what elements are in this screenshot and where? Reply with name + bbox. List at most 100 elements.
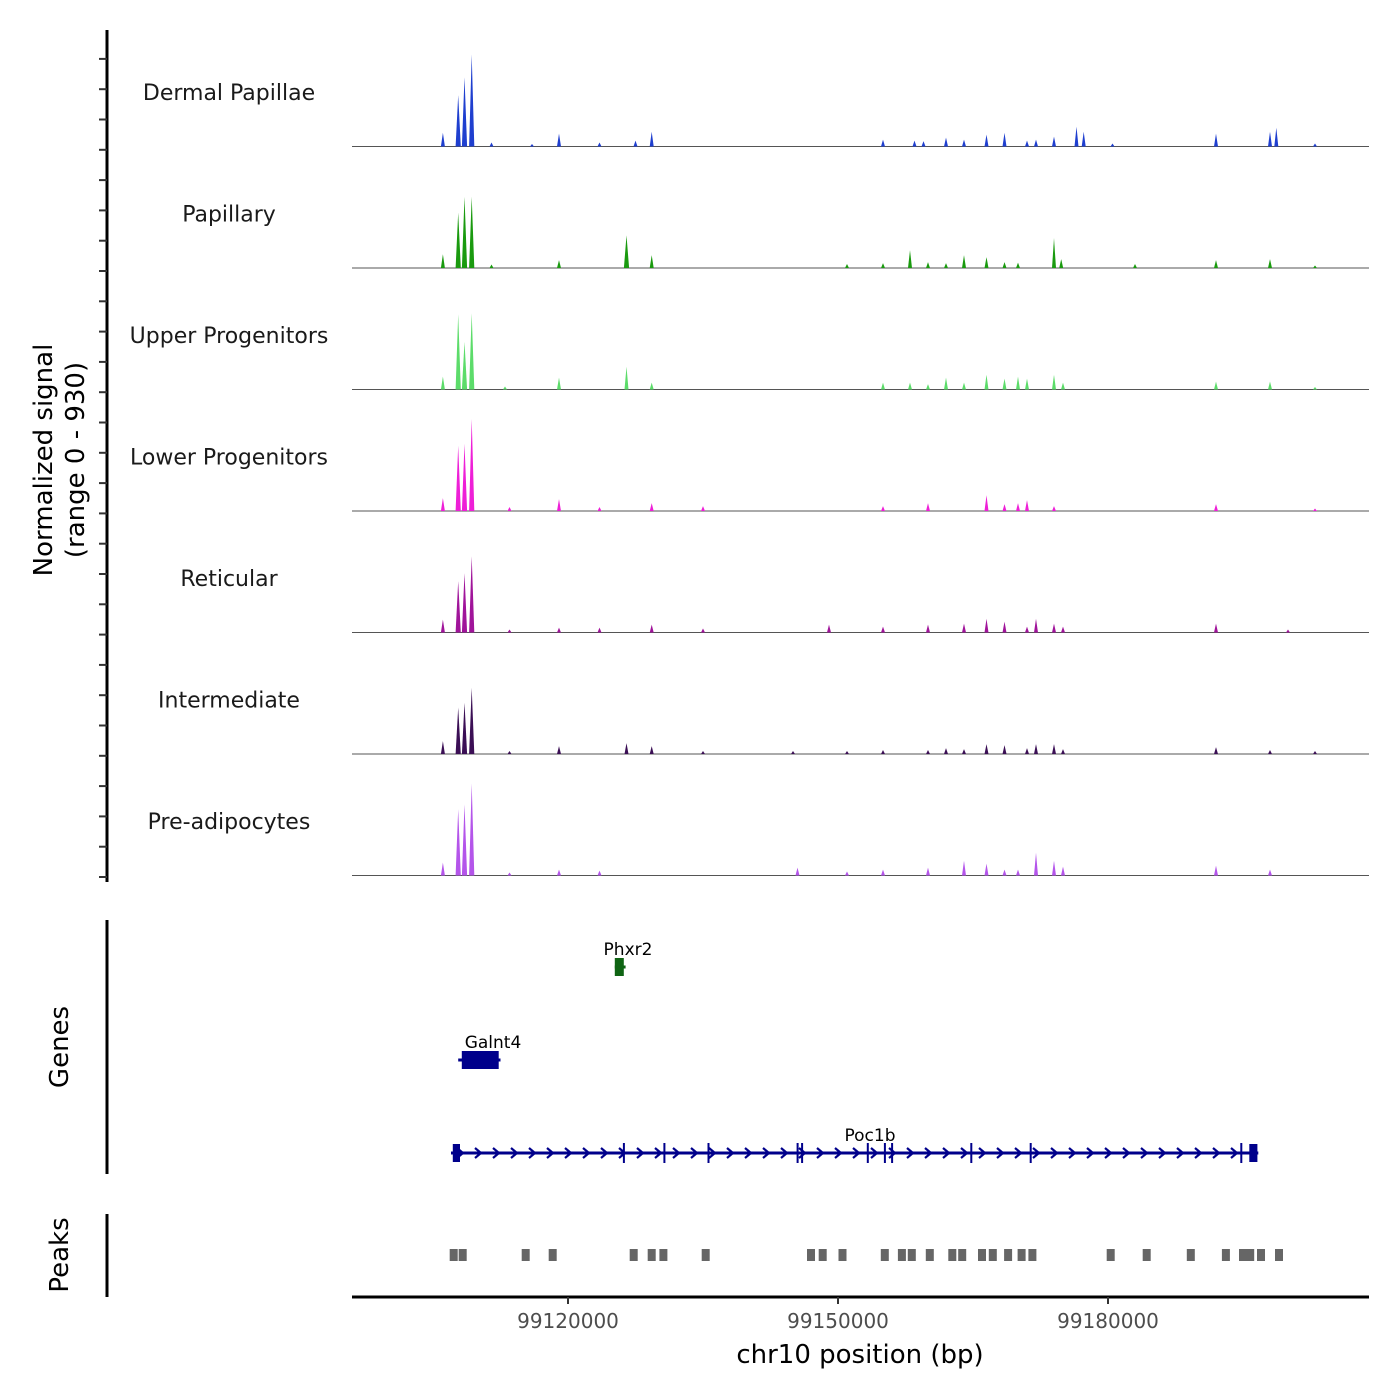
signal-peak xyxy=(926,750,930,754)
signal-peak xyxy=(507,629,512,633)
signal-peak xyxy=(845,871,849,876)
signal-peak xyxy=(1214,133,1218,147)
strand-arrow xyxy=(744,1147,753,1159)
signal-peak xyxy=(557,499,561,511)
signal-peak xyxy=(1052,744,1056,754)
signal-peak xyxy=(1110,143,1115,147)
signal-peak xyxy=(461,702,468,754)
gene-exon xyxy=(1240,1143,1243,1163)
signal-peak xyxy=(557,627,561,633)
strand-arrow xyxy=(636,1147,645,1159)
signal-peak xyxy=(962,382,966,390)
gene-exon xyxy=(796,1143,799,1163)
signal-peak xyxy=(440,862,445,876)
signal-peak xyxy=(984,257,989,268)
peak-region xyxy=(1017,1249,1026,1261)
strand-arrow xyxy=(492,1147,501,1159)
peak-region xyxy=(978,1249,986,1261)
signal-track xyxy=(352,54,1369,147)
signal-peak xyxy=(1286,629,1290,633)
signal-peak xyxy=(649,624,654,633)
signal-peak xyxy=(701,628,705,633)
signal-peak xyxy=(1002,504,1007,511)
gene-exon xyxy=(663,1143,666,1163)
gene-model: Poc1b xyxy=(451,1126,1259,1163)
gene-model: Phxr2 xyxy=(604,940,653,976)
signal-peak xyxy=(557,746,561,754)
signal-peak xyxy=(455,809,461,876)
signal-peak xyxy=(455,314,461,390)
signal-peak xyxy=(1268,750,1272,754)
signal-peak xyxy=(1214,504,1218,511)
peak-region xyxy=(1142,1249,1151,1261)
signal-peak xyxy=(461,804,468,876)
signal-peak xyxy=(1034,139,1038,147)
signal-peak xyxy=(1214,747,1218,754)
signal-peak xyxy=(440,741,445,754)
signal-peak xyxy=(984,134,989,147)
signal-peak xyxy=(1074,126,1079,147)
strand-arrow xyxy=(582,1147,591,1159)
signal-peak xyxy=(469,783,475,876)
signal-track xyxy=(352,313,1369,390)
genes-panel-title: Genes xyxy=(45,1006,75,1088)
signal-peak xyxy=(791,751,795,754)
signal-peak xyxy=(944,748,948,754)
signal-peak xyxy=(633,140,638,147)
gene-exon xyxy=(883,1143,886,1163)
strand-arrow xyxy=(942,1147,951,1159)
strand-arrow xyxy=(870,1147,879,1159)
peak-region xyxy=(948,1249,957,1261)
signal-peak xyxy=(881,139,885,147)
gene-exon xyxy=(622,1143,625,1163)
signal-peak xyxy=(701,751,705,754)
x-axis-title: chr10 position (bp) xyxy=(736,1340,983,1370)
signal-peak xyxy=(597,627,602,633)
y-axis-title: Normalized signal xyxy=(29,344,59,577)
gene-exon xyxy=(707,1143,710,1163)
signal-peak xyxy=(1016,503,1020,511)
peak-region xyxy=(647,1249,656,1261)
signal-peak xyxy=(1016,376,1020,390)
signal-peak xyxy=(469,196,475,268)
signal-peak xyxy=(1268,131,1272,147)
signal-peak xyxy=(455,212,461,268)
strand-arrow xyxy=(1014,1147,1023,1159)
signal-peak xyxy=(701,506,705,511)
signal-peak xyxy=(926,384,930,390)
peak-region xyxy=(907,1249,916,1261)
signal-peak xyxy=(489,142,494,147)
peak-region xyxy=(1028,1249,1037,1261)
signal-peak xyxy=(1268,869,1272,876)
signal-peak xyxy=(1268,381,1272,390)
signal-peak xyxy=(1016,262,1020,268)
strand-arrow xyxy=(978,1147,987,1159)
signal-peak xyxy=(1214,865,1218,876)
peak-region xyxy=(521,1249,530,1261)
signal-peak xyxy=(1133,264,1137,268)
peak-region xyxy=(629,1249,638,1261)
strand-arrow xyxy=(600,1147,609,1159)
strand-arrow xyxy=(510,1147,519,1159)
strand-arrow xyxy=(546,1147,555,1159)
gene-exon xyxy=(970,1143,973,1163)
strand-arrow xyxy=(996,1147,1005,1159)
signal-track xyxy=(352,419,1369,512)
gene-name-label: Galnt4 xyxy=(465,1033,522,1053)
x-tick-label: 99120000 xyxy=(517,1309,619,1333)
strand-arrow xyxy=(762,1147,771,1159)
signal-peak xyxy=(845,751,849,754)
strand-arrow xyxy=(780,1147,789,1159)
strand-arrow xyxy=(528,1147,537,1159)
signal-peak xyxy=(507,872,512,876)
gene-name-label: Phxr2 xyxy=(604,940,653,960)
x-tick-label: 99180000 xyxy=(1057,1309,1159,1333)
gene-exon xyxy=(801,1143,804,1163)
signal-peak xyxy=(1025,748,1029,754)
signal-track xyxy=(352,783,1369,876)
gene-exon xyxy=(866,1143,869,1163)
signal-peak xyxy=(1002,621,1007,633)
signal-peak xyxy=(984,744,989,754)
peak-region xyxy=(1257,1249,1265,1261)
signal-peak xyxy=(597,870,602,876)
